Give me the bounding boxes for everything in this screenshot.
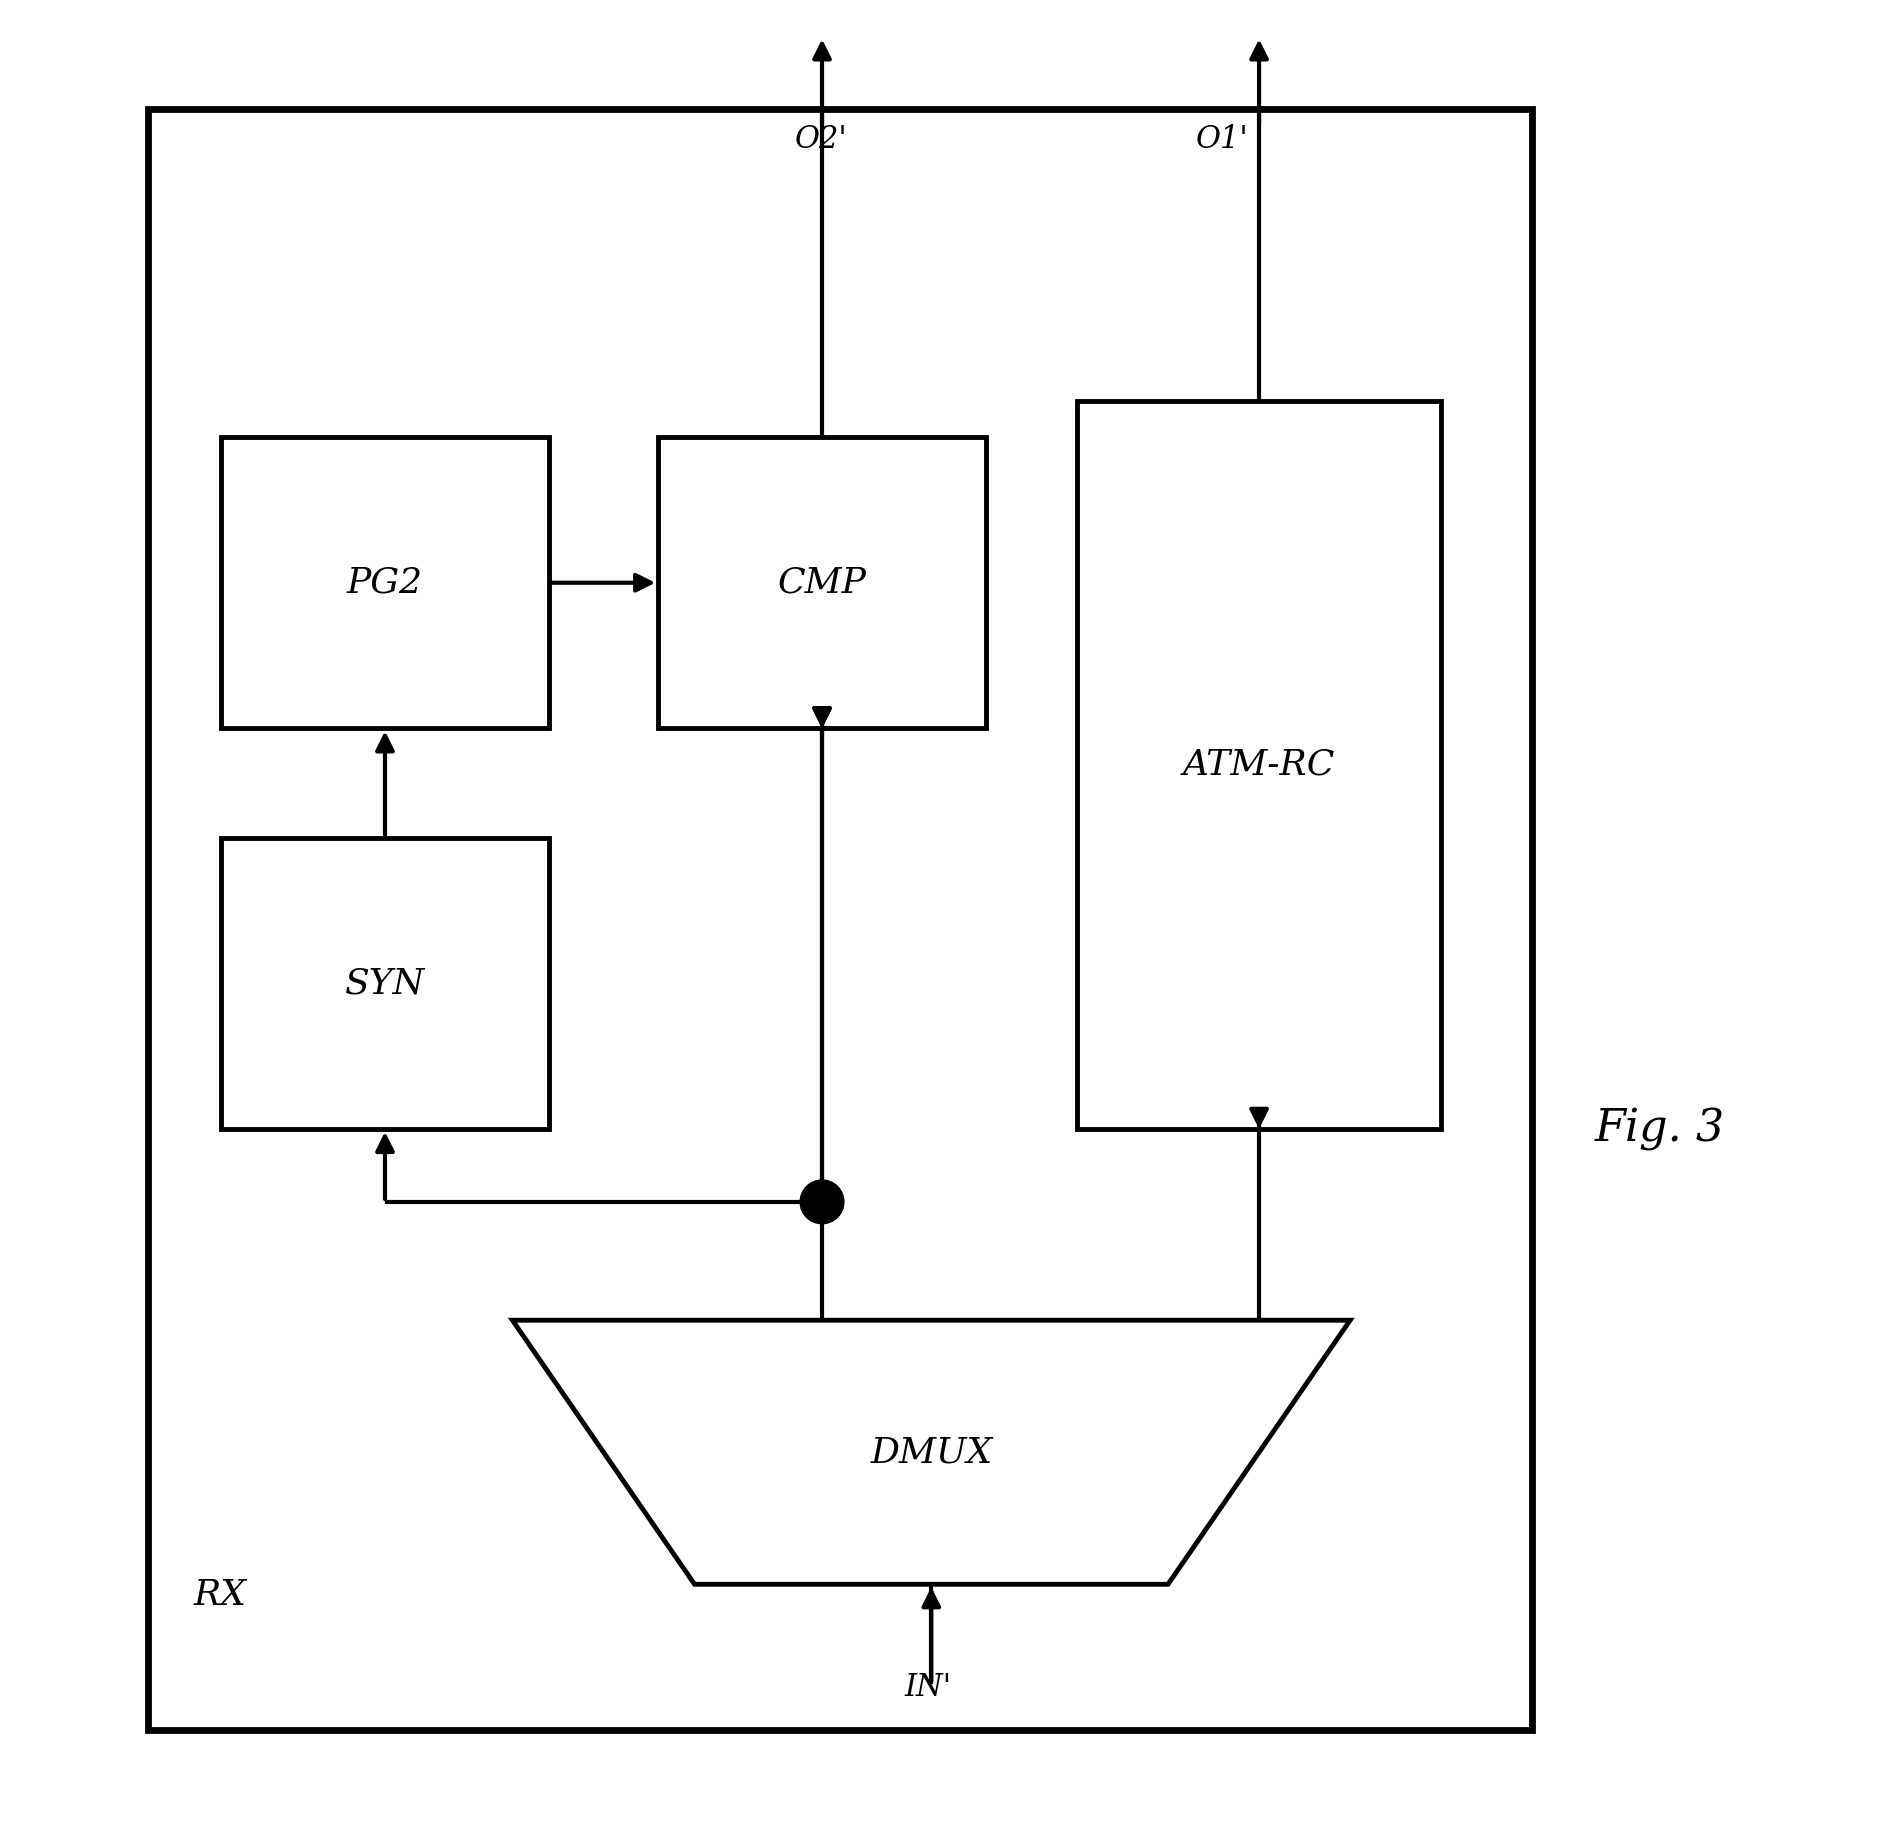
Text: Fig. 3: Fig. 3 bbox=[1594, 1107, 1723, 1151]
Text: O1': O1' bbox=[1194, 124, 1247, 155]
Text: O2': O2' bbox=[793, 124, 847, 155]
Text: RX: RX bbox=[194, 1577, 247, 1612]
Text: ATM-RC: ATM-RC bbox=[1182, 748, 1334, 781]
Circle shape bbox=[799, 1180, 843, 1224]
Text: CMP: CMP bbox=[776, 566, 865, 599]
Text: DMUX: DMUX bbox=[869, 1435, 993, 1470]
Bar bbox=[220, 437, 549, 728]
Polygon shape bbox=[512, 1320, 1349, 1584]
Bar bbox=[659, 437, 985, 728]
Text: PG2: PG2 bbox=[347, 566, 423, 599]
Bar bbox=[148, 109, 1532, 1730]
Text: IN': IN' bbox=[903, 1672, 951, 1703]
Text: SYN: SYN bbox=[345, 967, 425, 1000]
Bar bbox=[220, 838, 549, 1129]
Bar bbox=[1076, 401, 1441, 1129]
